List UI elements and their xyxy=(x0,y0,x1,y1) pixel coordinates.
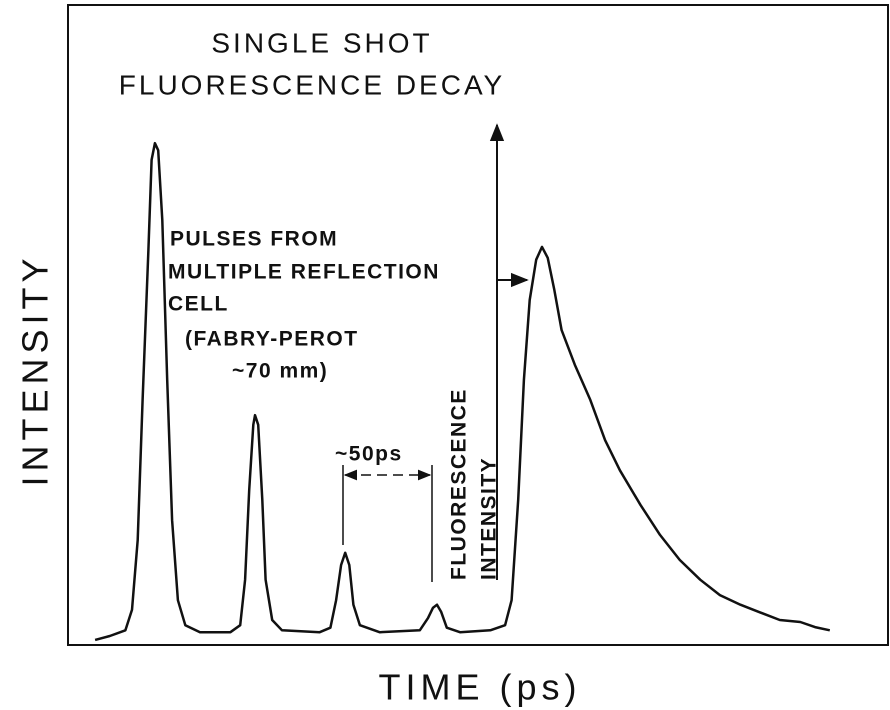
annotation: INTENSITY xyxy=(478,457,501,580)
annotation: ~50ps xyxy=(335,443,403,466)
x-axis-label: TIME (ps) xyxy=(379,667,582,708)
plot-frame xyxy=(67,4,889,646)
annotation: PULSES FROM xyxy=(170,228,338,251)
chart-title: FLUORESCENCE DECAY xyxy=(119,69,505,100)
annotation: FLUORESCENCE xyxy=(448,388,471,580)
y-axis-label: INTENSITY xyxy=(15,253,56,486)
annotation: ~70 mm) xyxy=(232,360,328,383)
annotation: CELL xyxy=(168,293,229,316)
chart-title: SINGLE SHOT xyxy=(211,27,432,58)
annotation: (FABRY-PEROT xyxy=(185,328,359,351)
data-line xyxy=(94,141,831,642)
annotation: MULTIPLE REFLECTION xyxy=(168,261,440,284)
